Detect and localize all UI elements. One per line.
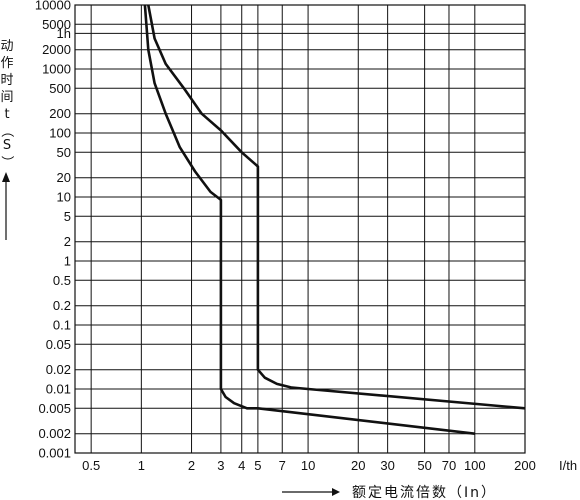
y-axis-label-char: 时 [0,73,13,88]
x-axis-label-group: 额定电流倍数（In） [282,485,497,500]
y-tick-label: 1000 [42,62,71,77]
x-tick-label: 10 [301,458,315,473]
y-tick-label: 10000 [35,0,71,13]
y-tick-label: 1 [64,254,71,269]
y-axis-label-char: t [4,107,9,122]
x-tick-label: 100 [464,458,486,473]
grid-lines [74,4,526,454]
y-tick-label: 2000 [42,42,71,57]
x-tick-label: 5 [254,458,261,473]
x-tick-label: 0.5 [82,458,100,473]
y-tick-label: 5000 [42,17,71,32]
x-tick-label: 2 [188,458,195,473]
y-tick-label: 10 [57,190,71,205]
y-tick-label: 5 [64,209,71,224]
y-tick-label: 0.1 [53,318,71,333]
tick-labels: 0.001 0.002 0.005 0.01 0.02 0.05 0.1 0.2 0.5 1 2 5 1… [35,0,577,473]
trip-curve-2 [147,4,526,410]
y-tick-label: 0.001 [38,446,71,461]
y-tick-label: 0.005 [38,401,71,416]
y-tick-label: 100 [49,126,71,141]
y-tick-label: 0.05 [46,337,71,352]
x-tick-label: 1 [138,458,145,473]
trip-curve-1 [143,4,475,435]
x-tick-label: 70 [442,458,456,473]
y-axis-arrow-head [2,172,10,182]
x-axis-arrow-head [332,488,340,496]
y-axis-label-char: 动 [0,39,13,54]
curve-series [143,4,526,435]
y-axis-label-char: ） [0,155,14,168]
x-unit-label: I/th [559,458,577,473]
x-tick-label: 3 [217,458,224,473]
y-axis-label-char: 作 [0,56,13,71]
y-tick-label: 0.02 [46,362,71,377]
x-tick-label: 20 [351,458,365,473]
y-tick-label: 0.2 [53,298,71,313]
y-axis-arrow [2,172,10,240]
y-tick-label: 2 [64,234,71,249]
x-tick-label: 7 [279,458,286,473]
plot-frame [74,4,526,454]
y-axis-label-char: S [3,138,11,153]
y-tick-label: 0.5 [53,273,71,288]
y-axis-label-char: （ [0,124,14,137]
y-tick-label: 200 [49,106,71,121]
y-tick-label: 20 [57,170,71,185]
y-tick-label: 1h [57,26,71,41]
x-tick-label: 200 [514,458,536,473]
y-axis-label-char: 间 [0,90,13,105]
x-tick-label: 4 [238,458,245,473]
y-tick-label: 0.01 [46,382,71,397]
y-tick-label: 0.002 [38,426,71,441]
x-axis-label: 额定电流倍数（In） [352,485,497,500]
x-tick-label: 30 [380,458,394,473]
y-tick-label: 500 [49,81,71,96]
y-tick-label: 50 [57,145,71,160]
x-tick-label: 50 [417,458,431,473]
